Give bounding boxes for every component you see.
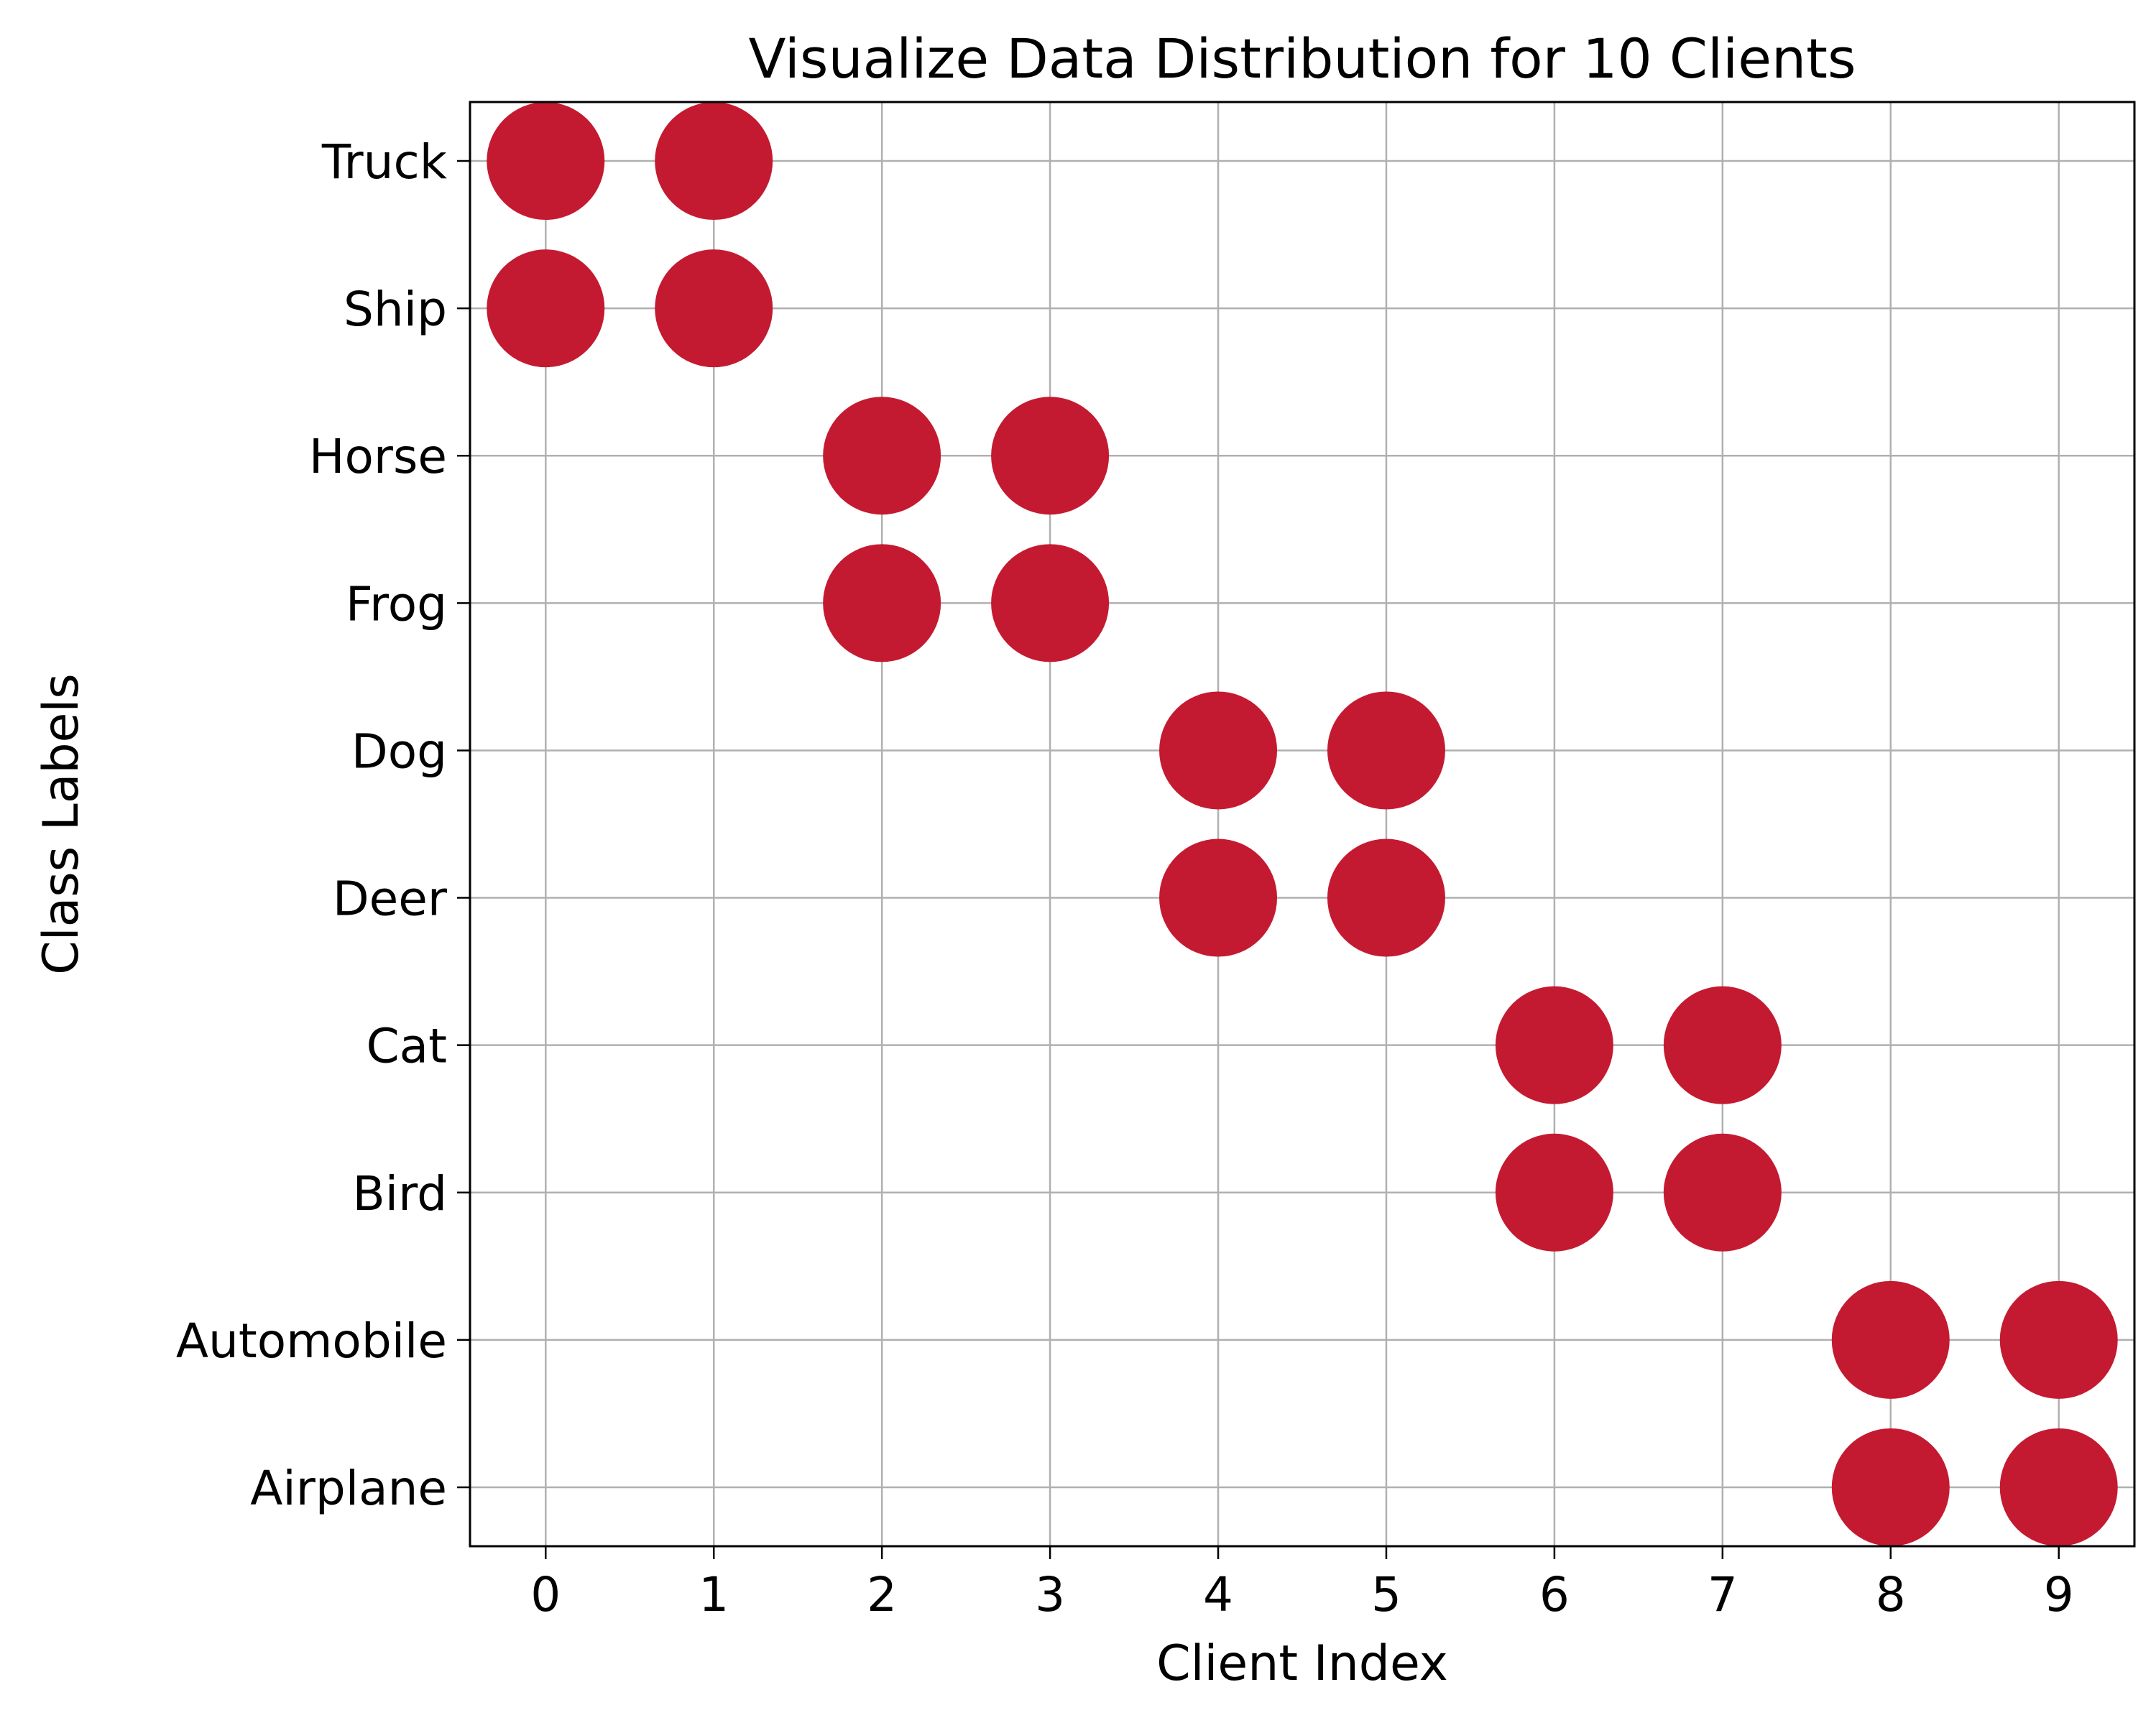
data-point [823, 397, 941, 515]
y-tick-label: Dog [351, 724, 447, 779]
data-point [1495, 1133, 1613, 1252]
data-point [1159, 691, 1278, 810]
x-tick-label: 3 [1035, 1567, 1065, 1622]
data-point [991, 397, 1110, 515]
data-point [1327, 838, 1445, 957]
data-point [1999, 1280, 2118, 1399]
data-point [487, 102, 605, 221]
x-tick-label: 7 [1708, 1567, 1738, 1622]
chart-title: Visualize Data Distribution for 10 Clien… [748, 27, 1856, 91]
y-tick-label: Truck [321, 134, 448, 190]
x-tick-label: 8 [1876, 1567, 1906, 1622]
data-point [823, 544, 941, 662]
data-point [1663, 1133, 1782, 1252]
data-point [655, 249, 773, 368]
y-axis-label: Class Labels [33, 673, 90, 974]
x-tick-label: 2 [867, 1567, 897, 1622]
data-point [487, 249, 605, 368]
x-tick-label: 6 [1539, 1567, 1570, 1622]
x-tick-label: 1 [699, 1567, 729, 1622]
data-point [1831, 1428, 1950, 1546]
grid-layer [470, 102, 2134, 1546]
x-tick-label: 9 [2044, 1567, 2074, 1622]
y-tick-label: Ship [344, 282, 447, 337]
data-point [655, 102, 773, 221]
y-tick-label: Horse [309, 429, 447, 484]
data-point [1327, 691, 1445, 810]
y-tick-label: Frog [346, 576, 447, 632]
plot-frame [469, 101, 2136, 1548]
y-tick-label: Cat [367, 1019, 447, 1074]
data-point [1831, 1280, 1950, 1399]
data-point [1159, 838, 1278, 957]
y-tick-label: Airplane [250, 1461, 447, 1516]
ticks-layer: 0 1 2 3 4 5 6 7 8 9 Airplane Automobile Bird Cat Deer D… [176, 134, 2074, 1622]
x-tick-label: 4 [1203, 1567, 1233, 1622]
y-tick-label: Automobile [176, 1313, 447, 1369]
y-tick-label: Bird [353, 1166, 447, 1221]
x-tick-label: 0 [530, 1567, 561, 1622]
data-point [1495, 986, 1613, 1104]
x-tick-label: 5 [1371, 1567, 1401, 1622]
points-layer [487, 102, 2118, 1546]
y-tick-label: Deer [333, 872, 448, 927]
data-point [1663, 986, 1782, 1104]
data-point [1999, 1428, 2118, 1546]
data-point [991, 544, 1110, 662]
x-axis-label: Client Index [1156, 1635, 1448, 1692]
